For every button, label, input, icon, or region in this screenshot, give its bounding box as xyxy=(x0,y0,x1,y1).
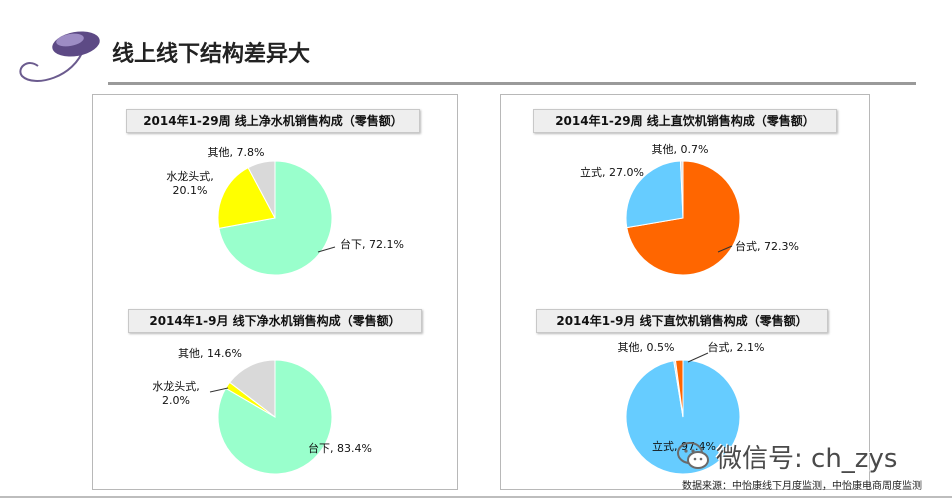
chart-title: 2014年1-9月 线下直饮机销售构成（零售额） xyxy=(536,309,828,333)
title-divider xyxy=(108,82,916,85)
wechat-id: 微信号: ch_zys xyxy=(716,443,898,474)
bottom-divider xyxy=(0,496,952,498)
mouse-logo-icon xyxy=(19,31,100,82)
wechat-icon xyxy=(677,442,709,469)
chart-title: 2014年1-29周 线上净水机销售构成（零售额） xyxy=(126,109,420,133)
chart-title: 2014年1-9月 线下净水机销售构成（零售额） xyxy=(128,309,422,333)
wechat-watermark: 微信号: ch_zys xyxy=(676,438,897,474)
data-source-note: 数据来源：中怡康线下月度监测，中怡康电商周度监测 xyxy=(682,481,922,492)
offline-online-purifier-panel xyxy=(92,94,458,490)
direct-drink-panel xyxy=(500,94,870,490)
chart-title: 2014年1-29周 线上直饮机销售构成（零售额） xyxy=(533,109,837,133)
page-title: 线上线下结构差异大 xyxy=(112,42,311,67)
